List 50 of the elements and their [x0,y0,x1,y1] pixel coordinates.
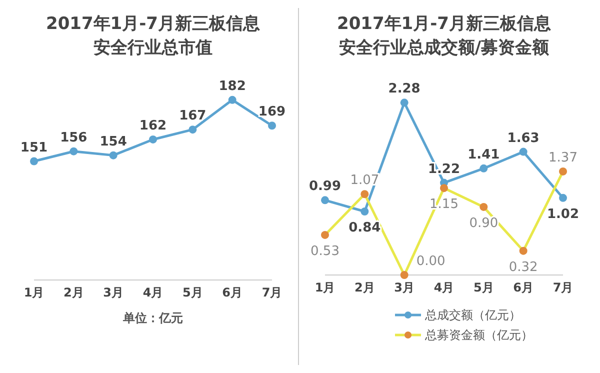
x-tick-label: 7月 [552,280,574,295]
data-label: 0.32 [508,260,538,275]
point [519,148,528,156]
chart-title: 2017年1月-7月新三板信息安全行业总成交额/募资金额 [336,13,552,60]
data-label: 0.99 [308,179,342,194]
point [228,96,236,104]
point [480,164,488,172]
x-tick-label: 6月 [513,280,534,295]
x-tick-label: 5月 [473,280,494,295]
data-label: 0.00 [416,254,446,269]
x-tick-label: 2月 [63,286,84,300]
point [321,196,329,204]
point [400,98,408,107]
data-label: 169 [258,104,286,120]
x-tick-label: 1月 [24,286,44,300]
data-label: 154 [100,134,127,150]
point [109,151,118,160]
data-label: 0.90 [469,216,498,231]
data-label: 156 [60,130,88,146]
point [70,147,78,156]
data-label: 151 [20,140,48,156]
data-label: 1.63 [507,130,540,146]
data-label: 182 [218,78,246,94]
point [268,122,276,130]
point [360,208,369,216]
legend-label: 总募资金额（亿元） [425,326,533,344]
x-tick-label: 3月 [103,286,124,300]
x-tick-label: 6月 [222,286,243,300]
data-label: 1.02 [546,206,580,222]
data-label: 0.53 [310,244,340,259]
x-tick-label: 4月 [434,280,454,295]
text: 单位：亿元 [122,310,184,327]
data-label: 162 [139,118,167,134]
data-label: 2.28 [388,82,420,97]
point [188,126,197,134]
data-label: 1.41 [468,147,500,162]
legend-label: 总成交额（亿元） [425,306,521,324]
x-tick-label: 4月 [142,286,164,300]
point [559,194,567,202]
data-label: 1.37 [548,150,578,166]
data-label: 167 [179,108,206,124]
point [30,157,38,166]
x-tick-label: 3月 [394,280,415,295]
x-tick-label: 5月 [182,286,203,300]
point [149,135,157,144]
x-tick-label: 1月 [314,280,336,295]
data-label: 0.84 [348,220,381,236]
x-tick-label: 7月 [262,286,282,300]
chart-title: 2017年1月-7月新三板信息安全行业总市值 [44,13,262,60]
x-tick-label: 2月 [354,280,375,295]
